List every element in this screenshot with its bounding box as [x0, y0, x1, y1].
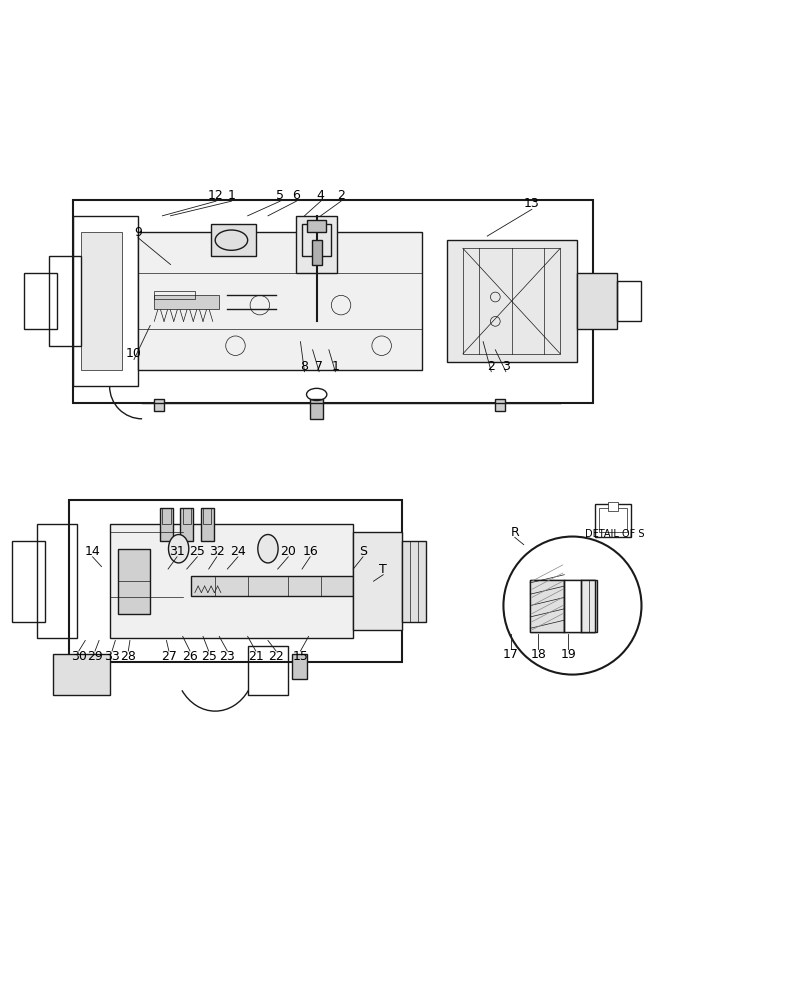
Bar	[616, 281, 641, 321]
Bar	[495, 398, 504, 411]
Text: DETAIL OF S: DETAIL OF S	[584, 529, 644, 539]
Text: 8: 8	[300, 360, 308, 373]
Bar	[446, 240, 576, 362]
Text: 4: 4	[316, 189, 324, 202]
Text: 17: 17	[502, 648, 518, 661]
Ellipse shape	[169, 535, 189, 563]
Text: 29: 29	[87, 650, 103, 663]
Text: 2: 2	[487, 360, 495, 373]
Text: 33: 33	[104, 650, 120, 663]
Polygon shape	[276, 295, 292, 309]
Text: 7: 7	[315, 360, 323, 373]
Text: 25: 25	[200, 650, 217, 663]
Text: 6: 6	[292, 189, 300, 202]
Bar	[109, 524, 353, 638]
Bar	[594, 504, 631, 537]
Bar	[53, 654, 109, 695]
Text: 18: 18	[530, 648, 546, 661]
Text: 20: 20	[280, 545, 296, 558]
Bar	[310, 398, 323, 419]
Text: S: S	[358, 545, 367, 558]
Bar	[292, 654, 307, 679]
Bar	[576, 273, 616, 329]
Text: 16: 16	[302, 545, 318, 558]
Bar	[49, 256, 81, 346]
Text: 9: 9	[134, 226, 142, 239]
Ellipse shape	[258, 535, 277, 563]
Bar	[73, 216, 138, 386]
Bar	[12, 541, 45, 622]
Bar	[311, 240, 321, 265]
Bar	[353, 532, 401, 630]
Bar	[73, 200, 592, 403]
Bar	[118, 549, 150, 614]
Text: 31: 31	[169, 545, 185, 558]
Ellipse shape	[355, 574, 375, 598]
Bar	[599, 508, 627, 532]
Text: 32: 32	[208, 545, 225, 558]
Bar	[180, 508, 193, 541]
Text: 1: 1	[227, 189, 235, 202]
Bar	[154, 398, 164, 411]
Text: 19: 19	[560, 648, 576, 661]
Text: 21: 21	[247, 650, 264, 663]
Bar	[138, 232, 422, 370]
Text: 23: 23	[219, 650, 235, 663]
Text: 25: 25	[189, 545, 205, 558]
Bar	[296, 216, 337, 273]
Text: 24: 24	[230, 545, 246, 558]
Text: T: T	[379, 563, 387, 576]
Bar	[530, 580, 564, 632]
Bar	[580, 580, 594, 632]
Text: 22: 22	[268, 650, 284, 663]
Bar	[154, 291, 195, 299]
Bar	[160, 508, 173, 541]
Bar	[530, 580, 596, 632]
Bar	[81, 232, 122, 370]
Text: 5: 5	[276, 189, 284, 202]
Text: 1: 1	[331, 360, 339, 373]
Text: 2: 2	[337, 189, 345, 202]
Bar	[607, 502, 617, 511]
Bar	[564, 580, 594, 632]
Text: 12: 12	[208, 189, 224, 202]
Text: 15: 15	[292, 650, 308, 663]
Polygon shape	[221, 233, 242, 247]
Text: 14: 14	[84, 545, 101, 558]
Bar	[401, 541, 426, 622]
Bar	[203, 508, 211, 524]
Bar	[24, 273, 57, 329]
Text: 10: 10	[126, 347, 142, 360]
Text: 13: 13	[523, 197, 539, 210]
Bar	[69, 500, 401, 662]
Bar	[182, 508, 191, 524]
Text: 27: 27	[161, 650, 177, 663]
Bar	[154, 295, 219, 309]
Bar	[36, 524, 77, 638]
Bar	[247, 646, 288, 695]
Text: 28: 28	[120, 650, 136, 663]
Bar	[302, 224, 331, 256]
Bar	[191, 576, 353, 596]
Text: 30: 30	[71, 650, 87, 663]
Text: 3: 3	[501, 360, 509, 373]
Text: 26: 26	[182, 650, 198, 663]
Bar	[307, 220, 326, 232]
Text: R: R	[510, 526, 518, 539]
Bar	[462, 248, 560, 354]
Bar	[200, 508, 213, 541]
Bar	[211, 224, 255, 256]
Bar	[162, 508, 170, 524]
